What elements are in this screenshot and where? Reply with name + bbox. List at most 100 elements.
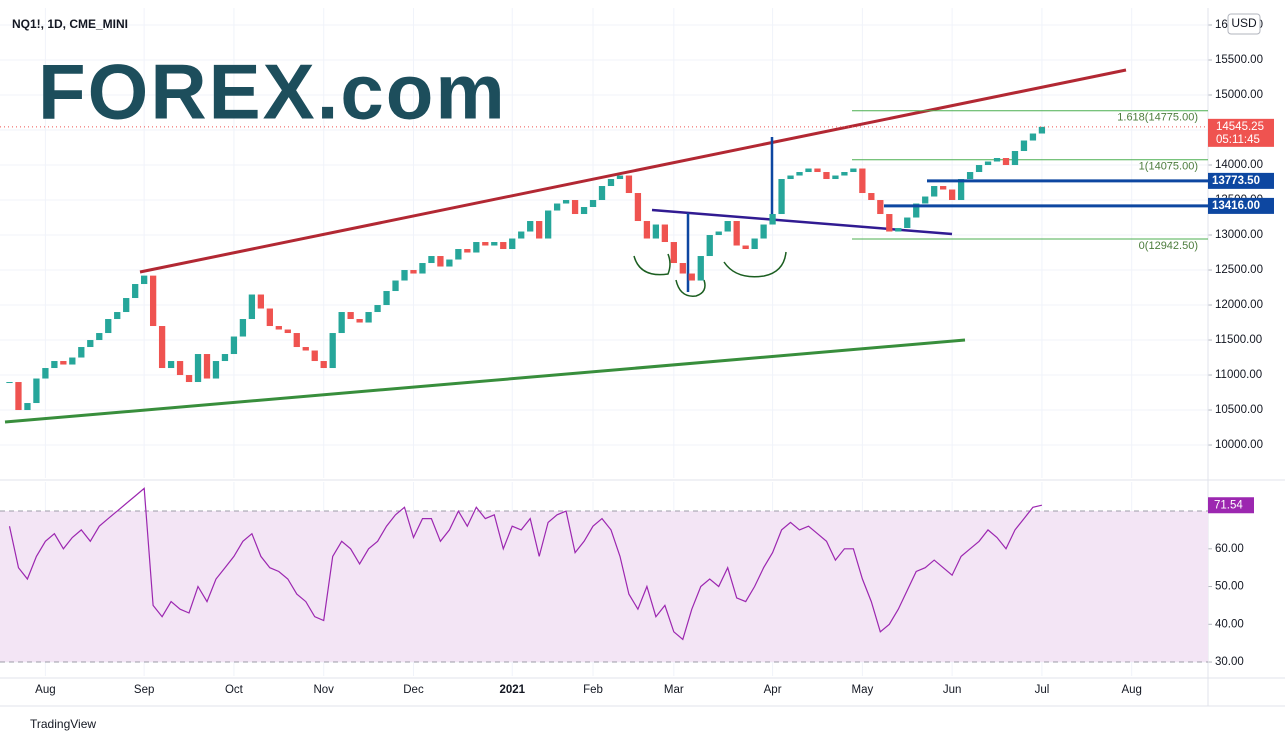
x-tick-label: Feb (583, 684, 603, 696)
candle-body (1011, 151, 1019, 166)
candle-body (760, 224, 767, 239)
y-tick-label: 30.00 (1215, 656, 1244, 668)
candle-body (589, 200, 597, 208)
candle-body (814, 168, 821, 173)
candle-body (562, 200, 570, 204)
candle-body (69, 357, 76, 365)
neckline (651, 208, 953, 236)
level-label: 13416.00 (1212, 200, 1260, 212)
candle-body (984, 161, 992, 166)
x-tick-label: Oct (225, 684, 244, 696)
y-tick-label: 10500.00 (1215, 404, 1263, 416)
candle-body (302, 347, 309, 351)
countdown: 05:11:45 (1216, 134, 1260, 146)
candle-body (886, 214, 893, 232)
candle-body (625, 175, 633, 194)
candle-body (482, 242, 489, 246)
candle-body (679, 263, 686, 274)
x-tick-label: Jun (943, 684, 962, 696)
x-tick-label: Dec (403, 684, 424, 696)
candle-body (553, 203, 561, 211)
candle-body (913, 203, 920, 218)
candle-body (832, 175, 839, 180)
fib-label: 0(12942.50) (1139, 240, 1198, 252)
candle-body (518, 231, 525, 239)
x-tick-label: 2021 (499, 684, 525, 696)
currency[interactable]: USD (1231, 16, 1257, 30)
candle-body (158, 326, 166, 369)
x-tick-label: Jul (1035, 684, 1050, 696)
candle-body (1038, 126, 1046, 134)
candle-body (51, 361, 58, 369)
marks: 1.618(14775.00) 1(14075.00) 0(12942.50) (0, 110, 1208, 641)
y-tick-label: 50.00 (1215, 581, 1244, 593)
y-tick-label: 15500.00 (1215, 54, 1263, 66)
footer-brand[interactable]: TradingView (30, 717, 96, 731)
candle-body (697, 256, 704, 281)
candle-body (1002, 158, 1010, 166)
y-tick-label: 15000.00 (1215, 89, 1263, 101)
upper-trendline (139, 68, 1127, 274)
x-tick-label: Mar (664, 684, 684, 696)
candle-body (634, 193, 642, 222)
candle-body (957, 179, 965, 201)
candle-body (176, 361, 184, 376)
candle-body (15, 382, 22, 411)
candle-body (1029, 133, 1037, 141)
candle-body (850, 168, 857, 173)
candle-body (724, 221, 731, 232)
candle-body (877, 200, 884, 215)
candle-body (311, 350, 318, 362)
candle-body (320, 361, 327, 369)
candle-body (347, 312, 354, 320)
candle-body (6, 382, 13, 384)
candle-body (733, 221, 740, 246)
candle-body (670, 242, 677, 264)
rsi-band (0, 510, 1208, 663)
y-tick-label: 13000.00 (1215, 229, 1263, 241)
level-tag (1208, 197, 1274, 214)
candle-body (464, 249, 471, 253)
y-tick-label: 60.00 (1215, 543, 1244, 555)
candle-body (751, 238, 758, 250)
candle-body (598, 186, 606, 201)
candle-body (123, 298, 130, 313)
candle-body (365, 312, 372, 323)
y-tick-label: 11500.00 (1215, 334, 1262, 346)
candle-body (868, 193, 875, 201)
candle-body (643, 221, 651, 239)
candle-body (230, 336, 238, 355)
candle-body (769, 214, 776, 225)
y-tick-label: 14000.00 (1215, 159, 1263, 171)
rsi-band-fill (0, 511, 1208, 663)
candle-body (742, 245, 749, 250)
candle-body (167, 361, 175, 369)
candle-body (491, 242, 498, 246)
candle-body (24, 403, 31, 411)
currency-box[interactable] (1227, 13, 1261, 35)
candle-body (141, 275, 148, 285)
fib-label: 1.618(14775.00) (1117, 112, 1198, 124)
candle-body (706, 235, 713, 257)
candle-body (607, 179, 615, 187)
rsi-last-tag (1208, 497, 1254, 514)
candle-body (571, 200, 579, 215)
candle-body (338, 312, 345, 334)
candle-body (275, 326, 282, 330)
candle-body (787, 175, 794, 180)
candle-body (796, 172, 803, 176)
candle-body (778, 179, 785, 215)
candle-body (966, 172, 974, 180)
candle-body (948, 189, 956, 201)
candle-body (78, 347, 85, 358)
fib-label: 1(14075.00) (1139, 161, 1198, 173)
candle-body (473, 242, 480, 253)
candle-body (509, 238, 516, 250)
candle-body (42, 368, 49, 379)
x-tick-label: Sep (134, 684, 154, 696)
candle-body (96, 333, 103, 341)
candle-body (688, 273, 695, 281)
candle-body (239, 319, 247, 337)
candle-body (257, 294, 265, 309)
